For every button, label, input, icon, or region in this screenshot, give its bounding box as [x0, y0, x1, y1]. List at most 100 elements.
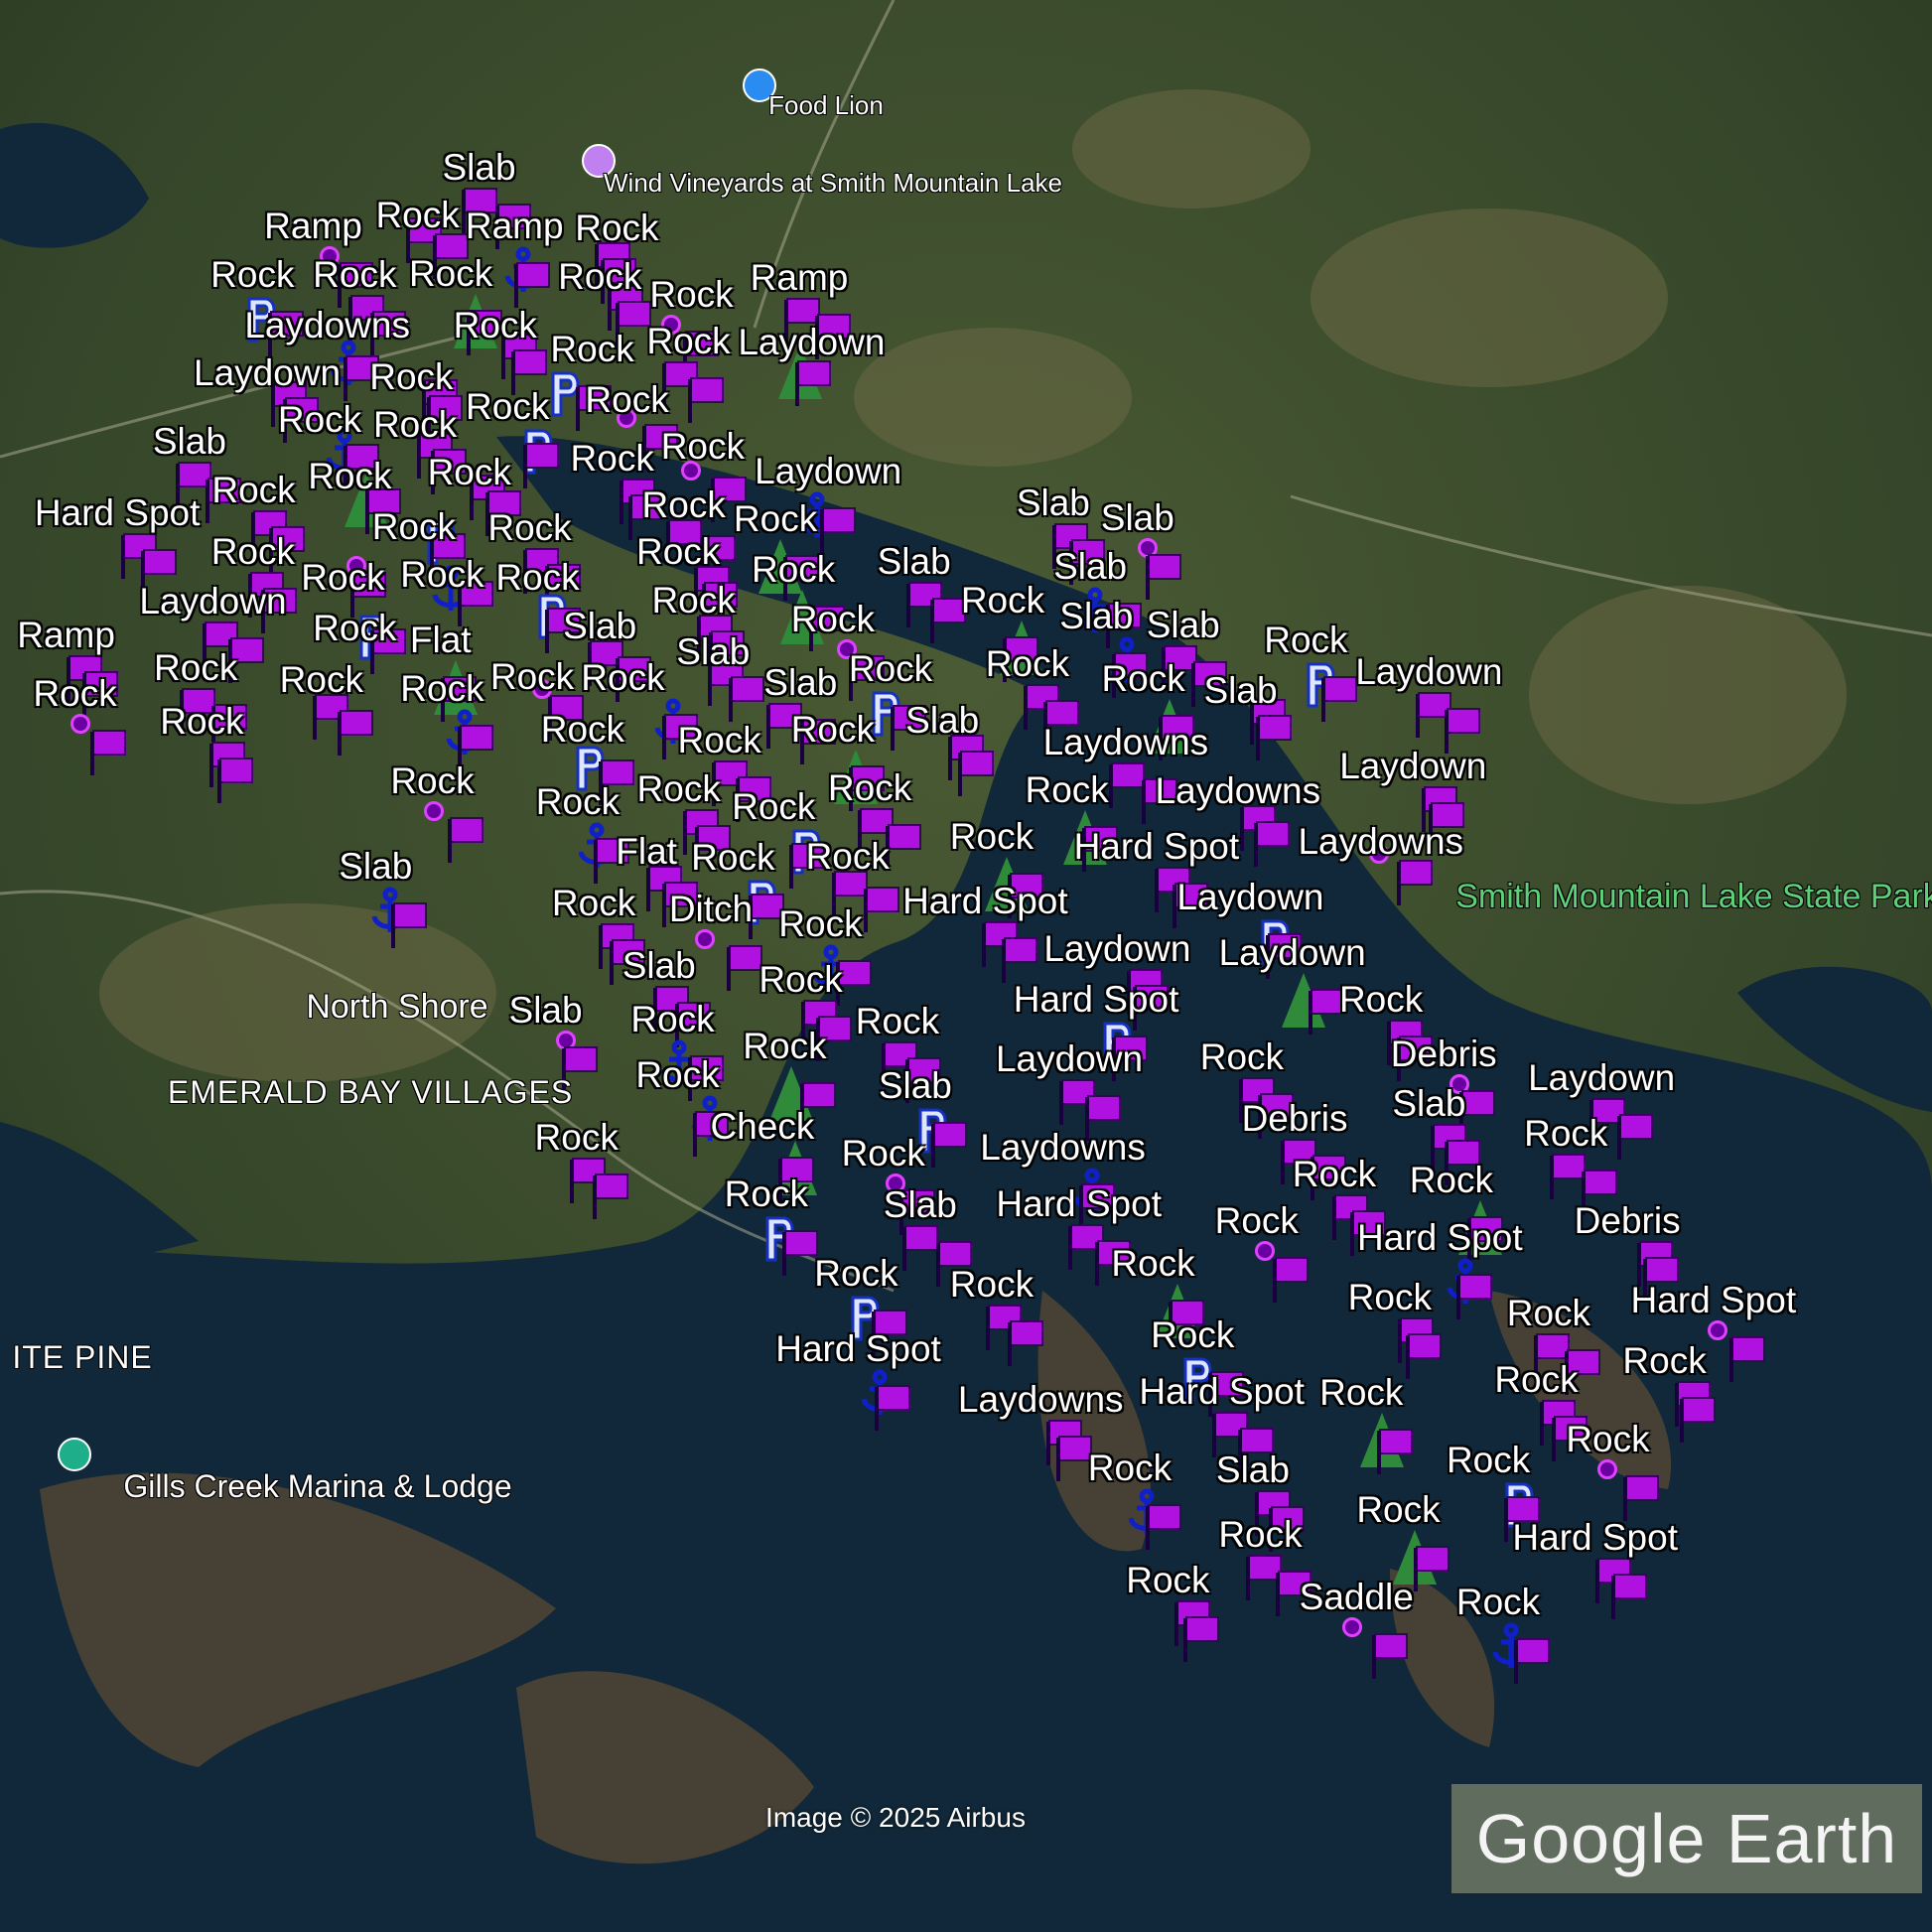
placemark-label[interactable]: Debris	[1574, 1200, 1681, 1242]
place-wind-vineyards[interactable]: Wind Vineyards at Smith Mountain Lake	[604, 168, 1062, 198]
purple-flag-icon[interactable]	[1237, 1427, 1274, 1473]
placemark-label[interactable]: Rock	[551, 883, 636, 924]
purple-flag-icon[interactable]	[816, 1016, 853, 1062]
purple-flag-icon[interactable]	[935, 1241, 972, 1288]
placemark-label[interactable]: Ramp	[264, 205, 362, 246]
placemark-label[interactable]: Slab	[1059, 596, 1134, 637]
purple-flag-icon[interactable]	[1372, 1632, 1409, 1679]
placemark-label[interactable]: Slab	[621, 945, 696, 987]
placemark-label[interactable]: Rock	[575, 207, 659, 248]
purple-flag-icon[interactable]	[576, 384, 613, 431]
purple-flag-icon[interactable]	[683, 331, 720, 377]
purple-flag-icon[interactable]	[627, 494, 664, 541]
pin-icon[interactable]	[1708, 1319, 1728, 1340]
pin-icon[interactable]	[617, 408, 637, 429]
purple-flag-icon[interactable]	[795, 359, 832, 406]
placemark-label[interactable]: Slab	[878, 1064, 952, 1106]
placemark-label[interactable]: Rock	[636, 531, 721, 573]
purple-flag-icon[interactable]	[1550, 1154, 1587, 1200]
purple-flag-icon[interactable]	[665, 519, 702, 566]
purple-flag-icon[interactable]	[1268, 1506, 1305, 1553]
purple-flag-icon[interactable]	[1308, 988, 1344, 1035]
purple-flag-icon[interactable]	[609, 939, 645, 986]
purple-flag-icon[interactable]	[1254, 821, 1290, 868]
placemark-label[interactable]: Rock	[400, 554, 484, 596]
purple-flag-icon[interactable]	[514, 261, 551, 308]
purple-flag-icon[interactable]	[1056, 1436, 1093, 1482]
purple-flag-icon[interactable]	[709, 629, 746, 676]
purple-flag-icon[interactable]	[1377, 1428, 1414, 1474]
placemark-label[interactable]: Rock	[372, 404, 458, 446]
purple-flag-icon[interactable]	[365, 487, 402, 534]
placemark-label[interactable]: Rock	[495, 557, 580, 599]
placemark-label[interactable]: Rock	[1151, 1313, 1235, 1355]
placemark-label[interactable]: Rock	[550, 328, 634, 369]
placemark-label[interactable]: Laydown	[1176, 876, 1324, 917]
purple-flag-icon[interactable]	[1414, 1545, 1450, 1591]
purple-flag-icon[interactable]	[1007, 1319, 1043, 1366]
placemark-label[interactable]: Rock	[390, 760, 475, 802]
placemark-label[interactable]: Rock	[1347, 1277, 1432, 1318]
placemark-label[interactable]: Slab	[877, 541, 951, 583]
place-north-shore[interactable]: North Shore	[306, 988, 488, 1026]
placemark-label[interactable]: Rock	[540, 708, 625, 750]
purple-flag-icon[interactable]	[800, 1082, 837, 1129]
purple-flag-icon[interactable]	[735, 776, 771, 823]
placemark-label[interactable]: Flat	[409, 619, 472, 660]
placemark-label[interactable]: Ditch	[668, 889, 754, 930]
placemark-label[interactable]: Laydown	[1355, 650, 1503, 692]
purple-flag-icon[interactable]	[699, 535, 736, 582]
placemark-label[interactable]: Rock	[660, 425, 745, 467]
purple-flag-icon[interactable]	[1142, 777, 1178, 824]
purple-flag-icon[interactable]	[1002, 635, 1038, 682]
purple-flag-icon[interactable]	[820, 506, 857, 553]
placemark-label[interactable]: Rock	[154, 647, 238, 689]
purple-flag-icon[interactable]	[1272, 1257, 1309, 1304]
placemark-label[interactable]: Hard Spot	[1139, 1370, 1305, 1412]
purple-flag-icon[interactable]	[1145, 1503, 1181, 1550]
purple-flag-icon[interactable]	[588, 639, 624, 686]
purple-flag-icon[interactable]	[343, 444, 379, 490]
purple-flag-icon[interactable]	[1112, 1035, 1149, 1081]
placemark-label[interactable]: Rock	[1199, 1036, 1285, 1078]
placemark-label[interactable]: Rock	[375, 195, 460, 236]
purple-flag-icon[interactable]	[777, 1156, 814, 1202]
pin-icon[interactable]	[70, 714, 91, 735]
purple-flag-icon[interactable]	[1078, 1182, 1115, 1229]
purple-flag-icon[interactable]	[601, 257, 637, 304]
placemark-label[interactable]: Rock	[1494, 1359, 1579, 1401]
placemark-label[interactable]: Rock	[489, 656, 575, 698]
placemark-label[interactable]: Rock	[1264, 619, 1348, 660]
purple-flag-icon[interactable]	[694, 824, 731, 871]
purple-flag-icon[interactable]	[523, 443, 560, 489]
placemark-label[interactable]: Rock	[855, 1001, 940, 1042]
grocery-store-icon[interactable]	[743, 69, 776, 102]
purple-flag-icon[interactable]	[1552, 1416, 1588, 1462]
purple-flag-icon[interactable]	[1007, 873, 1043, 919]
purple-flag-icon[interactable]	[1183, 1615, 1220, 1662]
pin-icon[interactable]	[531, 679, 552, 700]
placemark-label[interactable]: Slab	[152, 420, 226, 462]
placemark-label[interactable]: Rock	[427, 452, 511, 493]
purple-flag-icon[interactable]	[1617, 1114, 1654, 1161]
purple-flag-icon[interactable]	[1276, 1570, 1312, 1616]
placemark-label[interactable]: Laydown	[1339, 746, 1487, 787]
purple-flag-icon[interactable]	[1145, 553, 1181, 600]
purple-flag-icon[interactable]	[427, 394, 464, 441]
purple-flag-icon[interactable]	[1266, 932, 1303, 979]
pin-icon[interactable]	[661, 315, 682, 336]
placemark-label[interactable]: Rock	[1566, 1419, 1650, 1460]
purple-flag-icon[interactable]	[1445, 1140, 1481, 1186]
placemark-label[interactable]: Rock	[677, 720, 761, 761]
placemark-label[interactable]: Rock	[1126, 1559, 1210, 1600]
placemark-label[interactable]: Hard Spot	[1013, 978, 1179, 1020]
purple-flag-icon[interactable]	[1466, 1216, 1503, 1263]
pin-icon[interactable]	[1342, 1616, 1363, 1637]
placemark-label[interactable]: Rock	[211, 470, 296, 511]
placemark-label[interactable]: Rock	[487, 506, 572, 548]
placemark-label[interactable]: Laydown	[194, 352, 342, 394]
placemark-label[interactable]: Laydown	[755, 450, 902, 491]
purple-flag-icon[interactable]	[458, 581, 494, 627]
purple-flag-icon[interactable]	[1133, 985, 1170, 1032]
placemark-label[interactable]: Hard Spot	[1512, 1517, 1678, 1559]
